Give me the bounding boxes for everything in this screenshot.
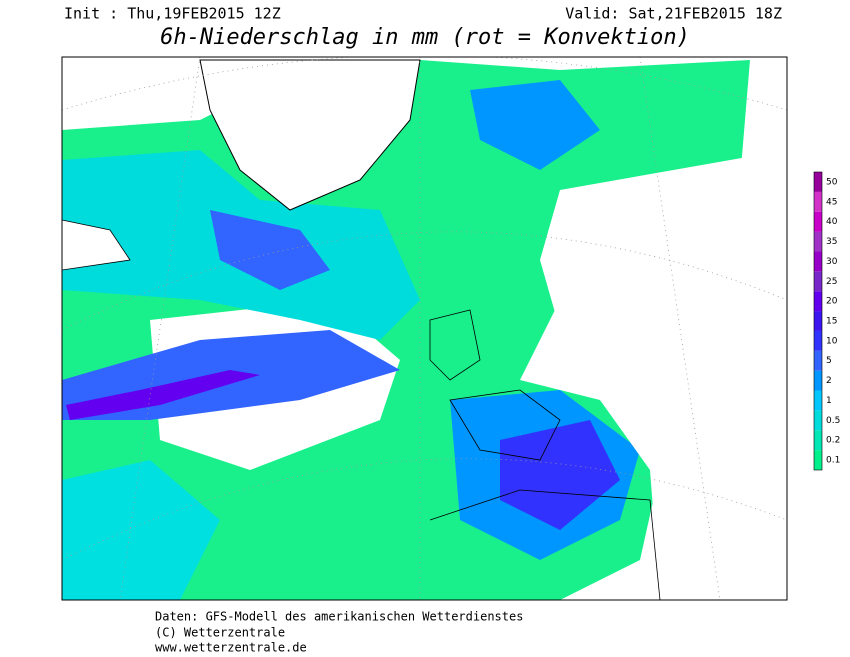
colorbar-swatch [814,330,822,351]
colorbar-swatch [814,350,822,371]
colorbar-swatch [814,311,822,331]
colorbar-swatch [814,370,822,391]
colorbar-label: 0.2 [826,436,840,446]
footer-line: www.wetterzentrale.de [155,641,307,655]
footer-line: Daten: GFS-Modell des amerikanischen Wet… [155,610,523,624]
colorbar-label: 50 [826,177,838,187]
colorbar-swatch [814,211,822,232]
colorbar-swatch [814,291,822,312]
colorbar-label: 5 [826,356,832,366]
colorbar-label: 40 [826,217,838,227]
colorbar-label: 30 [826,257,838,267]
colorbar-swatch [814,390,822,411]
colorbar-label: 35 [826,237,837,247]
colorbar-label: 2 [826,376,832,386]
colorbar-swatch [814,172,822,192]
valid-time: Valid: Sat,21FEB2015 18Z [565,5,782,23]
colorbar-swatch [814,231,822,252]
colorbar-swatch [814,251,822,272]
footer-line: (C) Wetterzentrale [155,626,285,640]
colorbar-label: 15 [826,317,837,327]
colorbar-label: 1 [826,396,832,406]
map-title: 6h-Niederschlag in mm (rot = Konvektion) [160,25,690,50]
colorbar-label: 0.5 [826,416,840,426]
colorbar-label: 45 [826,197,837,207]
colorbar-label: 0.1 [826,456,840,466]
colorbar-swatch [814,430,822,451]
map-frame [61,56,788,601]
colorbar-swatch [814,271,822,292]
colorbar-label: 10 [826,336,838,346]
colorbar-label: 25 [826,277,837,287]
colorbar-frame [813,171,823,471]
colorbar-label: 20 [826,297,838,307]
colorbar-swatch [814,410,822,431]
map-area [62,57,787,600]
colorbar-swatch [814,450,822,470]
init-time: Init : Thu,19FEB2015 12Z [64,5,281,23]
colorbar-swatch [814,191,822,212]
